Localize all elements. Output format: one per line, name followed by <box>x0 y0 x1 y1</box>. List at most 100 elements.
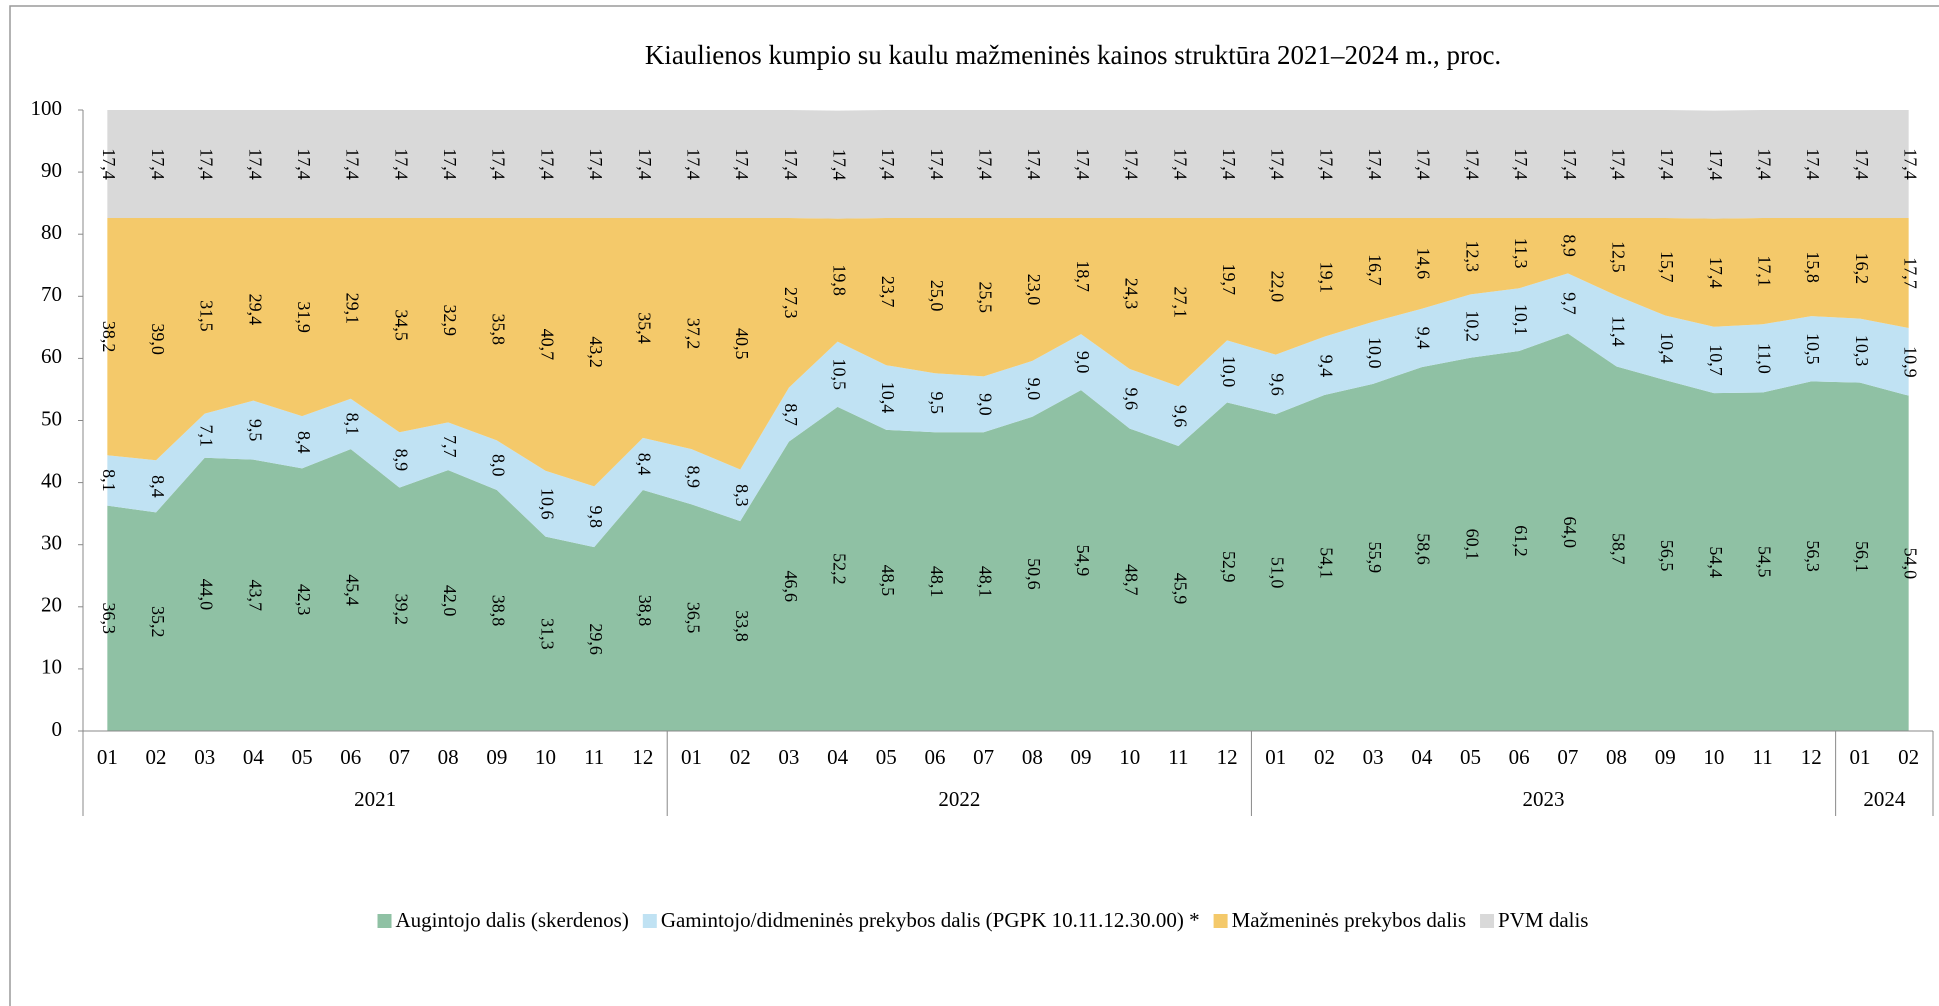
x-tick-label: 10 <box>1703 745 1724 769</box>
data-label: 8,7 <box>781 403 801 426</box>
data-label: 17,4 <box>1608 148 1628 180</box>
data-label: 52,9 <box>1219 551 1239 583</box>
x-group-label: 2024 <box>1863 787 1906 811</box>
data-label: 17,4 <box>1657 148 1677 180</box>
data-label: 37,2 <box>683 318 703 350</box>
data-label: 54,0 <box>1901 548 1921 580</box>
data-label: 39,0 <box>148 323 168 355</box>
data-label: 23,7 <box>878 276 898 308</box>
data-label: 10,5 <box>1803 333 1823 365</box>
data-label: 23,0 <box>1024 274 1044 306</box>
data-label: 8,9 <box>683 465 703 488</box>
data-label: 27,1 <box>1170 286 1190 318</box>
data-label: 39,2 <box>391 594 411 626</box>
data-label: 10,5 <box>829 358 849 390</box>
data-label: 8,4 <box>294 431 314 454</box>
data-label: 54,4 <box>1706 546 1726 578</box>
data-label: 35,2 <box>148 606 168 638</box>
x-tick-label: 01 <box>97 745 118 769</box>
data-label: 9,0 <box>1073 351 1093 374</box>
data-label: 54,5 <box>1754 546 1774 578</box>
data-label: 17,4 <box>1170 148 1190 180</box>
data-label: 17,4 <box>1122 148 1142 180</box>
data-label: 10,7 <box>1706 344 1726 376</box>
data-label: 17,4 <box>1073 148 1093 180</box>
chart-title: Kiaulienos kumpio su kaulu mažmeninės ka… <box>645 40 1501 70</box>
y-tick-label: 40 <box>41 468 62 492</box>
x-tick-label: 08 <box>1606 745 1627 769</box>
data-label: 9,5 <box>245 419 265 442</box>
data-label: 17,4 <box>1414 148 1434 180</box>
data-label: 17,4 <box>1901 148 1921 180</box>
x-tick-label: 05 <box>876 745 897 769</box>
data-label: 40,7 <box>537 329 557 361</box>
x-tick-label: 01 <box>1265 745 1286 769</box>
data-label: 27,3 <box>781 287 801 319</box>
y-tick-label: 70 <box>41 282 62 306</box>
data-label: 8,9 <box>391 449 411 472</box>
x-tick-label: 11 <box>584 745 604 769</box>
data-label: 17,4 <box>1560 148 1580 180</box>
legend-swatch <box>1213 914 1228 928</box>
y-tick-label: 100 <box>31 96 63 120</box>
data-label: 17,4 <box>732 148 752 180</box>
data-label: 17,1 <box>1754 255 1774 287</box>
data-label: 17,4 <box>245 148 265 180</box>
data-label: 11,3 <box>1511 238 1531 269</box>
x-tick-label: 03 <box>1363 745 1384 769</box>
x-tick-label: 04 <box>1411 745 1433 769</box>
data-label: 10,9 <box>1901 346 1921 378</box>
x-tick-label: 11 <box>1168 745 1188 769</box>
legend-swatch <box>377 914 392 928</box>
x-tick-label: 11 <box>1752 745 1772 769</box>
data-label: 43,2 <box>586 336 606 368</box>
data-label: 58,6 <box>1414 533 1434 565</box>
legend: Augintojo dalis (skerdenos) Gamintojo/did… <box>377 908 1588 932</box>
x-tick-label: 03 <box>778 745 799 769</box>
data-label: 8,4 <box>148 475 168 498</box>
data-label: 17,4 <box>1316 148 1336 180</box>
y-tick-label: 30 <box>41 531 62 555</box>
legend-swatch <box>642 914 657 928</box>
data-label: 10,2 <box>1462 310 1482 342</box>
legend-label: Gamintojo/didmeninės prekybos dalis (PGP… <box>661 908 1200 932</box>
x-tick-label: 05 <box>292 745 313 769</box>
y-tick-label: 20 <box>41 593 62 617</box>
data-label: 17,4 <box>343 148 363 180</box>
x-tick-label: 04 <box>827 745 849 769</box>
data-label: 46,6 <box>781 571 801 603</box>
data-label: 9,8 <box>586 506 606 529</box>
data-label: 38,8 <box>489 595 509 627</box>
data-label: 9,6 <box>1122 388 1142 411</box>
data-label: 10,0 <box>1365 337 1385 369</box>
data-label: 17,7 <box>1901 257 1921 289</box>
data-label: 8,1 <box>99 469 119 492</box>
data-label: 45,9 <box>1170 573 1190 605</box>
y-tick-label: 0 <box>52 717 63 741</box>
x-tick-label: 06 <box>340 745 361 769</box>
data-label: 17,4 <box>635 148 655 180</box>
data-label: 38,2 <box>99 321 119 353</box>
y-tick-label: 50 <box>41 406 62 430</box>
data-label: 56,3 <box>1803 540 1823 572</box>
data-label: 12,3 <box>1462 240 1482 272</box>
data-label: 29,4 <box>245 294 265 326</box>
data-label: 17,4 <box>927 148 947 180</box>
data-label: 25,5 <box>976 281 996 313</box>
data-label: 19,1 <box>1316 262 1336 294</box>
data-label: 9,4 <box>1414 327 1434 350</box>
data-label: 8,4 <box>635 453 655 476</box>
x-tick-label: 08 <box>438 745 459 769</box>
data-label: 17,4 <box>586 148 606 180</box>
x-tick-label: 04 <box>243 745 265 769</box>
x-tick-label: 09 <box>486 745 507 769</box>
data-label: 8,1 <box>343 413 363 436</box>
data-label: 11,0 <box>1754 343 1774 374</box>
area <box>107 110 1909 219</box>
data-label: 7,1 <box>197 424 217 447</box>
data-label: 9,0 <box>1024 378 1044 401</box>
data-label: 9,7 <box>1560 292 1580 315</box>
data-label: 9,6 <box>1268 373 1288 396</box>
x-tick-label: 02 <box>146 745 167 769</box>
